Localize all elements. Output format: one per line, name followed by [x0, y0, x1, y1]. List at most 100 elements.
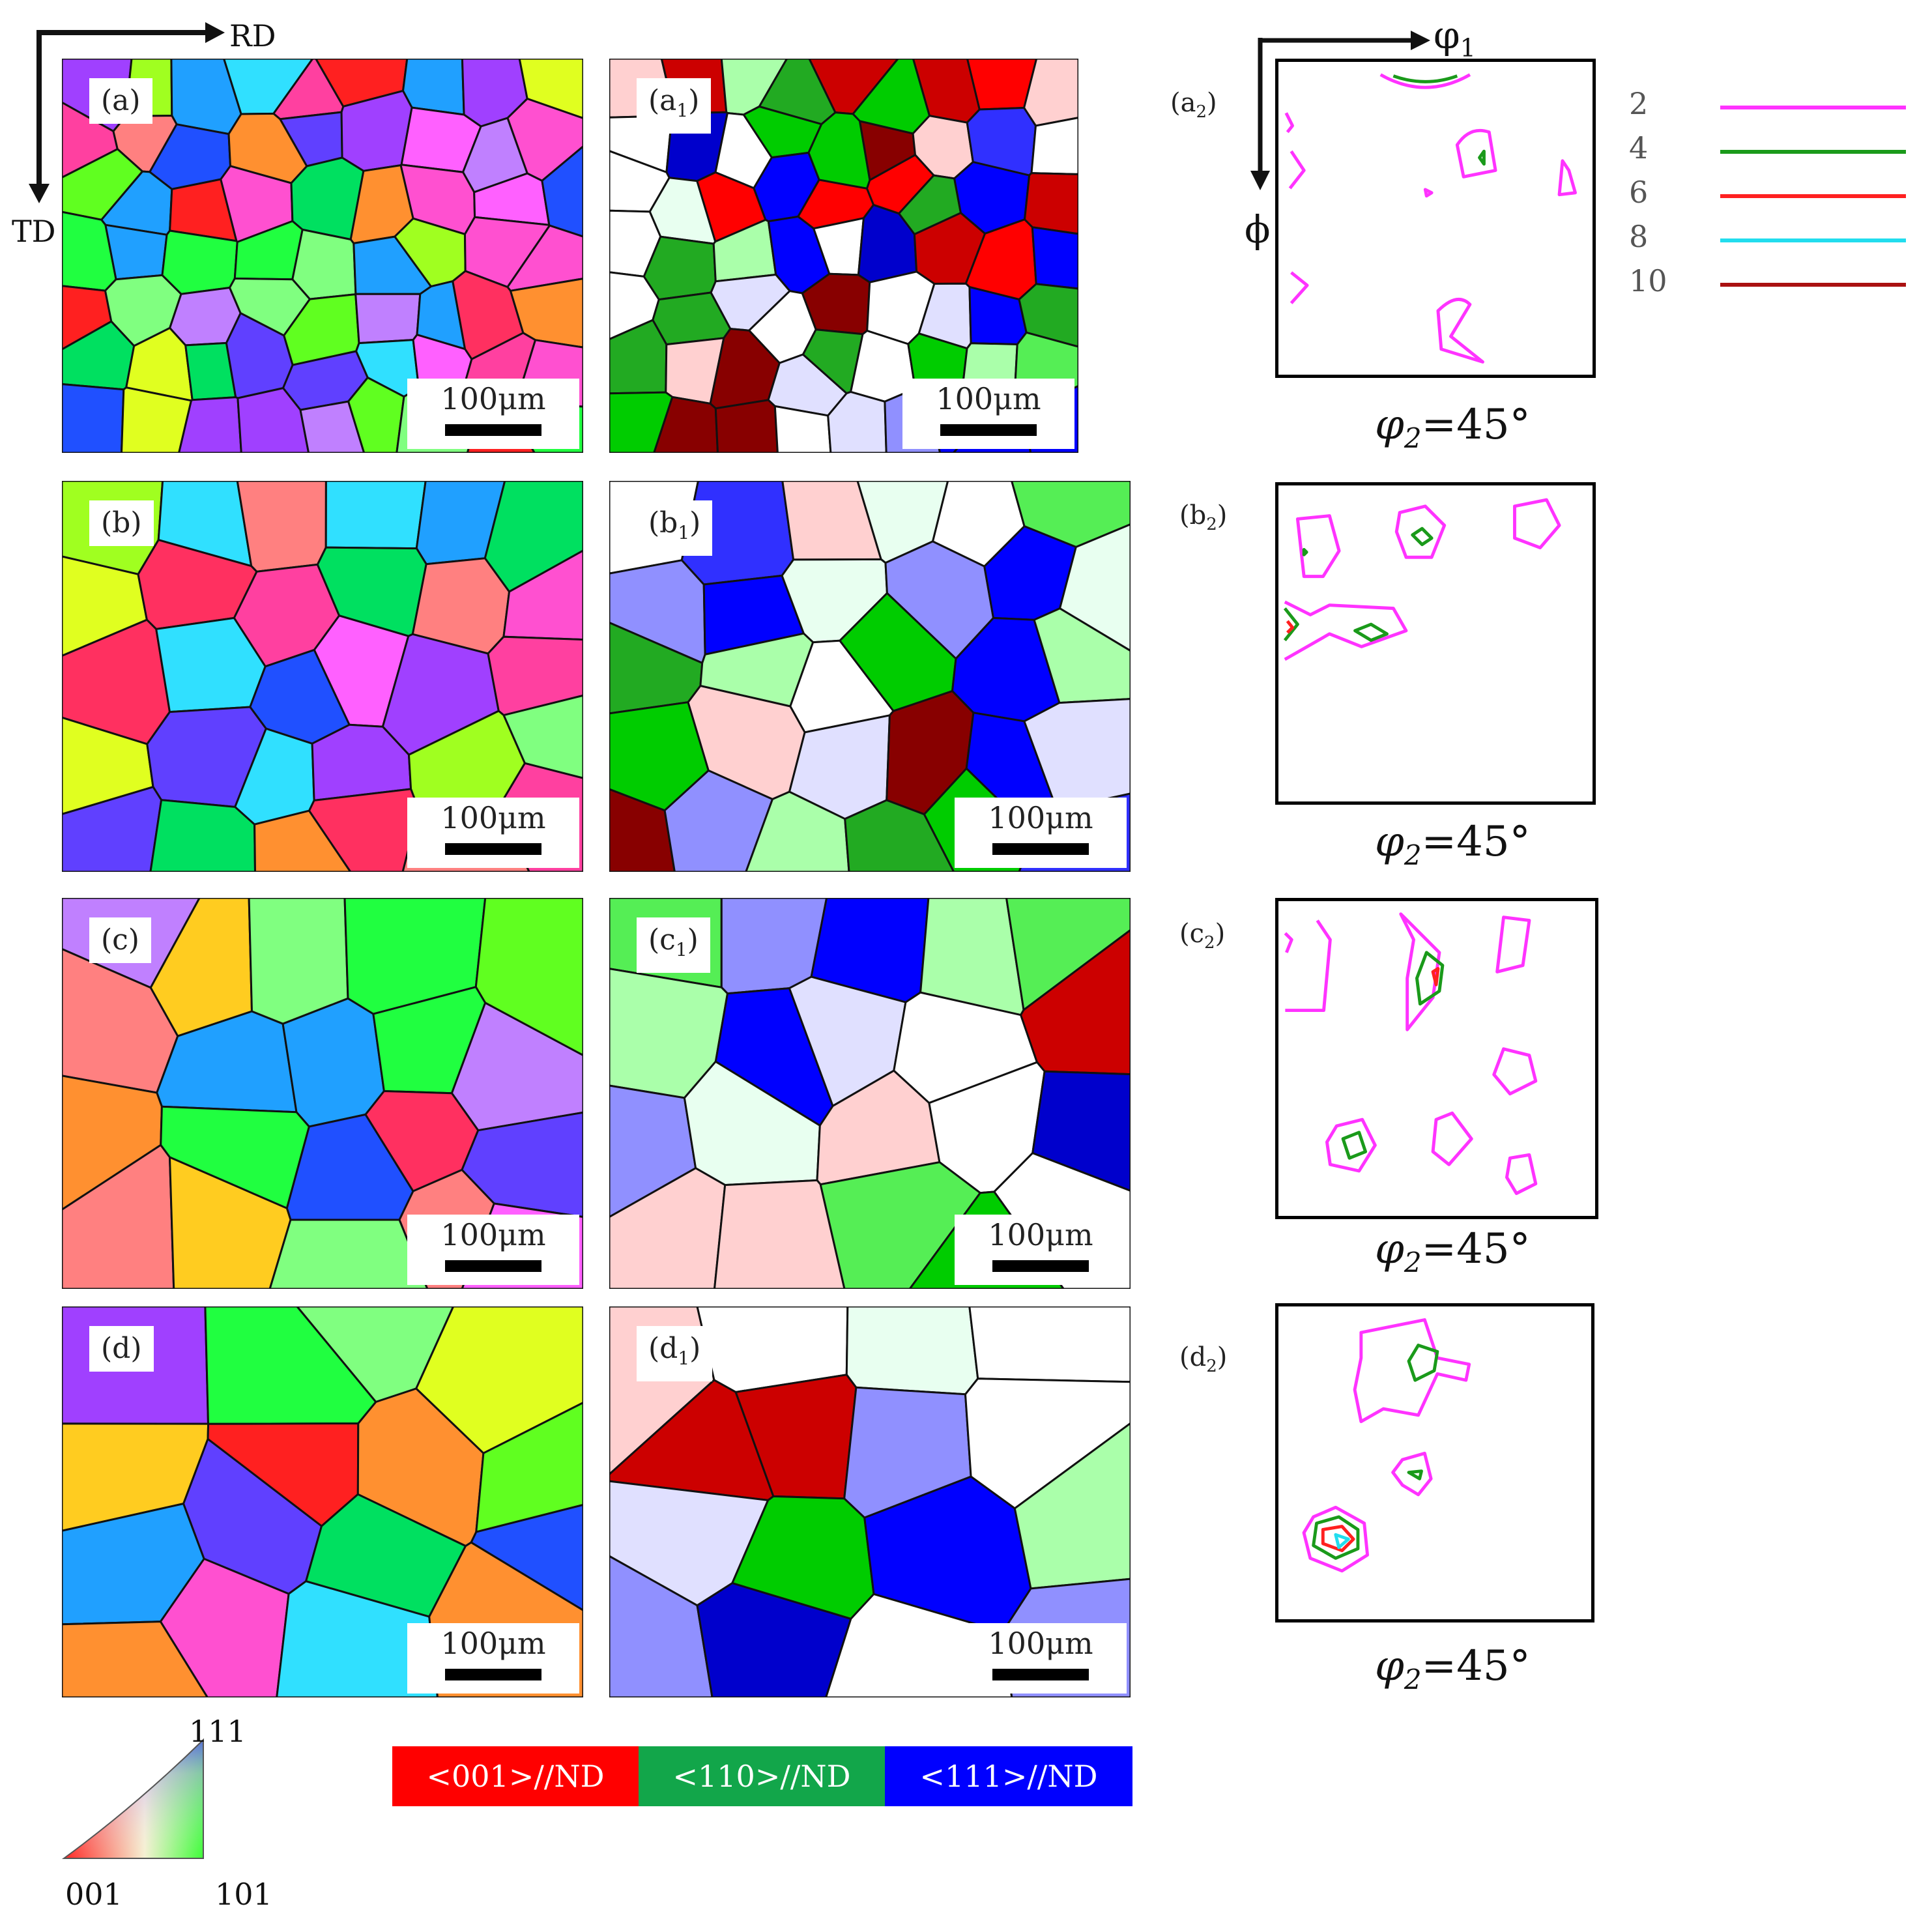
odf-axes: [1238, 20, 1499, 280]
panel-label: (c1): [637, 917, 710, 973]
phi1-label: φ1: [1434, 13, 1476, 63]
panel-label: (a1): [637, 78, 712, 134]
ipf-color-key: [59, 1714, 215, 1864]
contour-line: [1284, 112, 1295, 134]
contour-line: [1295, 514, 1341, 579]
panel-label: (a): [89, 78, 152, 124]
odf-panel-label: (a2): [1170, 88, 1217, 122]
contour-line: [1415, 951, 1445, 1006]
contour-line: [1557, 159, 1577, 197]
grain: [324, 481, 427, 550]
contour-level-label: 4: [1629, 130, 1649, 166]
grain: [1030, 117, 1078, 175]
contour-line: [1436, 297, 1484, 364]
grain-map: [62, 898, 583, 1289]
contour-line: [1411, 526, 1434, 547]
fiber-110-swatch: <110>//ND: [639, 1746, 885, 1806]
scale-bar-text: 100μm: [988, 800, 1093, 835]
contour-line: [1431, 967, 1440, 987]
grain: [236, 481, 327, 573]
scale-bar-text: 100μm: [440, 381, 546, 416]
grain: [518, 59, 583, 119]
grain: [1033, 607, 1131, 704]
contour-line: [1423, 188, 1434, 198]
contour-level-line: [1720, 150, 1906, 154]
scale-bar-line: [992, 1260, 1089, 1272]
panel-label: (b): [89, 500, 154, 546]
grain: [1018, 283, 1078, 348]
contour-line: [1392, 74, 1458, 83]
orientation-map-ipf-0: (a) 100μm: [62, 59, 583, 453]
orientation-map-ipf-2: (c) 100μm: [62, 898, 583, 1289]
section-caption: φ2=45°: [1375, 818, 1531, 871]
scale-bar: 100μm: [955, 798, 1127, 868]
scale-bar-text: 100μm: [440, 800, 546, 835]
odf-contour-plot: [1284, 73, 1577, 364]
ipf-001-label: 001: [65, 1877, 123, 1912]
section-caption: φ2=45°: [1375, 1225, 1531, 1278]
odf-section-0: [1275, 59, 1596, 378]
contour-line: [1513, 498, 1561, 549]
contour-line: [1312, 1515, 1360, 1560]
grain: [845, 1306, 979, 1396]
contour-line: [1321, 1525, 1355, 1553]
contour-line: [1284, 600, 1408, 661]
section-caption: φ2=45°: [1375, 401, 1531, 454]
odf-contour-plot: [1283, 498, 1561, 661]
grain: [714, 399, 779, 453]
contour-line: [1379, 73, 1471, 89]
scale-bar-text: 100μm: [936, 381, 1041, 416]
orientation-map-ipf-3: (d) 100μm: [62, 1306, 583, 1697]
odf-contour-plot: [1302, 1318, 1471, 1573]
odf-section-3: [1275, 1303, 1594, 1622]
phi-label: ϕ: [1245, 207, 1271, 252]
odf-panel-label: (d2): [1179, 1342, 1228, 1376]
grain-map: [62, 1306, 583, 1697]
contour-line: [1391, 1451, 1433, 1497]
panel-label: (b1): [637, 500, 713, 556]
contour-line: [1288, 150, 1306, 190]
contour-line: [1431, 1111, 1473, 1166]
orientation-map-ipf-1: (b) 100μm: [62, 481, 583, 872]
scale-bar-text: 100μm: [440, 1626, 546, 1661]
contour-level-line: [1720, 283, 1906, 287]
grain: [149, 799, 257, 872]
grain-map: [609, 481, 1131, 872]
grain: [281, 997, 385, 1128]
scale-bar-line: [992, 1669, 1089, 1680]
scale-bar-line: [940, 424, 1037, 436]
contour-line: [1302, 1505, 1370, 1573]
contour-line: [1478, 149, 1486, 166]
scale-bar: 100μm: [407, 1623, 579, 1694]
contour-line: [1302, 548, 1308, 556]
odf-contour-plot: [1284, 912, 1538, 1195]
ipf-triangle: [61, 1738, 204, 1859]
section-caption: φ2=45°: [1375, 1642, 1531, 1695]
contour-line: [1394, 504, 1447, 559]
contour-line: [1353, 622, 1389, 642]
grain: [1005, 898, 1131, 1012]
contour-line: [1284, 932, 1293, 953]
scale-bar: 100μm: [407, 379, 579, 449]
contour-line: [1407, 1344, 1439, 1382]
panel-label: (c): [89, 917, 151, 963]
contour-line: [1492, 1047, 1538, 1096]
contour-line: [1290, 271, 1309, 304]
fiber-111-swatch: <111>//ND: [885, 1746, 1132, 1806]
contour-level-label: 8: [1629, 219, 1649, 254]
panel-label: (d1): [637, 1326, 713, 1381]
ipf-111-label: 111: [189, 1714, 246, 1749]
scale-bar-text: 100μm: [440, 1217, 546, 1252]
sample-axes: [0, 0, 300, 261]
contour-line: [1495, 916, 1531, 973]
odf-section-1: [1275, 482, 1596, 805]
scale-bar-line: [445, 424, 541, 436]
contour-line: [1286, 620, 1295, 634]
scale-bar-text: 100μm: [988, 1217, 1093, 1252]
orientation-map-fiber-3: (d1) 100μm: [609, 1306, 1131, 1697]
scale-bar: 100μm: [955, 1215, 1127, 1285]
grain: [104, 223, 168, 281]
contour-level-label: 10: [1629, 263, 1667, 298]
scale-bar-text: 100μm: [988, 1626, 1093, 1661]
rd-td-arrows: [29, 22, 225, 203]
